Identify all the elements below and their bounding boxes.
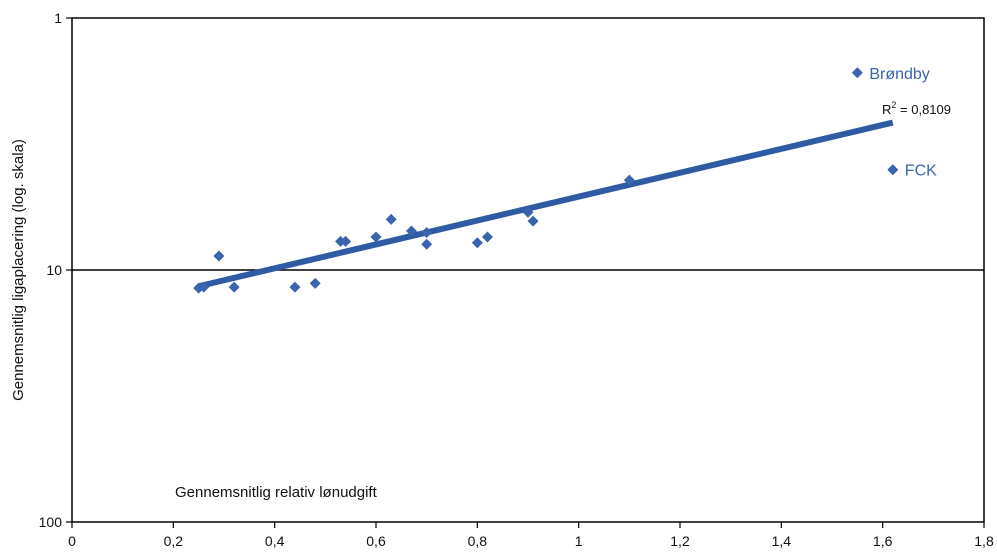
data-point bbox=[421, 238, 433, 250]
point-label: FCK bbox=[905, 163, 937, 180]
data-point bbox=[385, 213, 397, 225]
x-tick-label: 0,8 bbox=[468, 533, 488, 549]
x-tick-label: 0,4 bbox=[265, 533, 285, 549]
x-tick-label: 1,6 bbox=[873, 533, 893, 549]
x-axis-ticks: 0 0,2 0,4 0,6 0,8 1 1,2 1,4 1,6 1,8 bbox=[68, 522, 994, 549]
x-axis-title: Gennemsnitlig relativ lønudgift bbox=[175, 484, 378, 501]
data-point bbox=[198, 281, 210, 293]
x-tick-label: 0 bbox=[68, 533, 76, 549]
x-tick-label: 0,6 bbox=[366, 533, 386, 549]
x-tick-label: 1 bbox=[575, 533, 583, 549]
x-tick-label: 1,2 bbox=[670, 533, 690, 549]
data-point bbox=[522, 206, 534, 218]
data-point bbox=[623, 174, 635, 186]
y-axis-title: Gennemsnitlig ligaplacering (log. skala) bbox=[10, 139, 27, 401]
r-squared-annotation: R2 = 0,8109 bbox=[882, 100, 951, 117]
x-tick-label: 1,8 bbox=[974, 533, 994, 549]
data-point bbox=[309, 277, 321, 289]
y-axis-ticks: 1 10 100 bbox=[39, 10, 72, 530]
data-point bbox=[481, 231, 493, 243]
data-point bbox=[421, 227, 433, 239]
data-point bbox=[213, 250, 225, 262]
trendline bbox=[197, 119, 894, 290]
y-tick-label: 1 bbox=[54, 10, 62, 26]
x-tick-label: 1,4 bbox=[772, 533, 792, 549]
data-point bbox=[340, 235, 352, 247]
data-point bbox=[887, 164, 899, 176]
data-point bbox=[527, 215, 539, 227]
data-point bbox=[405, 225, 417, 237]
y-tick-label: 100 bbox=[39, 514, 63, 530]
data-point bbox=[228, 281, 240, 293]
data-point bbox=[289, 281, 301, 293]
data-points bbox=[193, 67, 899, 294]
y-tick-label: 10 bbox=[46, 262, 62, 278]
point-labels: Brøndby FCK bbox=[869, 66, 937, 180]
data-point bbox=[471, 237, 483, 249]
data-point bbox=[851, 67, 863, 79]
point-label: Brøndby bbox=[869, 66, 929, 83]
data-point bbox=[370, 231, 382, 243]
x-tick-label: 0,2 bbox=[164, 533, 184, 549]
